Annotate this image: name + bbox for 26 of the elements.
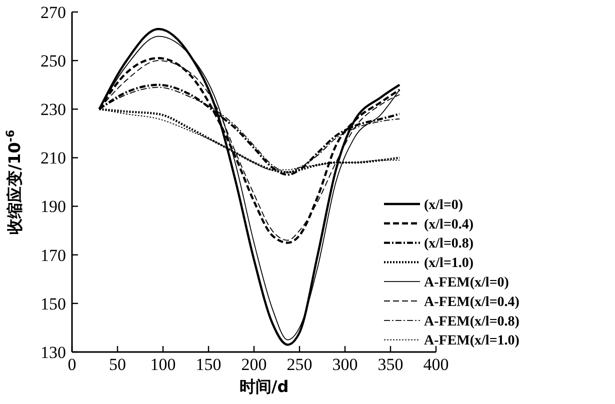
x-tick-label: 150	[196, 355, 222, 374]
y-tick-label: 170	[40, 246, 66, 265]
legend-label: (x/l=1.0)	[424, 256, 474, 272]
legend-label: A-FEM(x/l=0.8)	[424, 314, 520, 330]
x-tick-label: 250	[286, 355, 312, 374]
y-tick-label: 210	[40, 148, 66, 168]
x-axis-title: 时间/d	[239, 377, 289, 396]
x-tick-label: 300	[332, 355, 358, 374]
y-tick-label: 270	[40, 2, 66, 22]
legend-label: A-FEM(x/l=0.4)	[424, 294, 520, 310]
y-tick-label: 150	[40, 294, 66, 314]
legend-label: (x/l=0)	[424, 198, 464, 213]
x-tick-label: 50	[109, 355, 126, 374]
x-tick-label: 200	[241, 355, 267, 374]
legend-label: A-FEM(x/l=0)	[424, 276, 510, 290]
x-tick-label: 100	[150, 355, 176, 374]
y-tick-label: 250	[40, 52, 66, 71]
y-tick-label: 130	[40, 342, 66, 362]
legend-label: A-FEM(x/l=1.0)	[424, 334, 520, 349]
x-tick-label: 400	[423, 355, 449, 374]
x-tick-label: 0	[68, 355, 76, 374]
y-tick-label: 190	[40, 197, 66, 216]
y-tick-label: 230	[40, 100, 66, 120]
legend-label: (x/l=0.4)	[424, 217, 474, 232]
legend-label: (x/l=0.8)	[424, 236, 474, 252]
x-tick-label: 350	[378, 355, 404, 374]
